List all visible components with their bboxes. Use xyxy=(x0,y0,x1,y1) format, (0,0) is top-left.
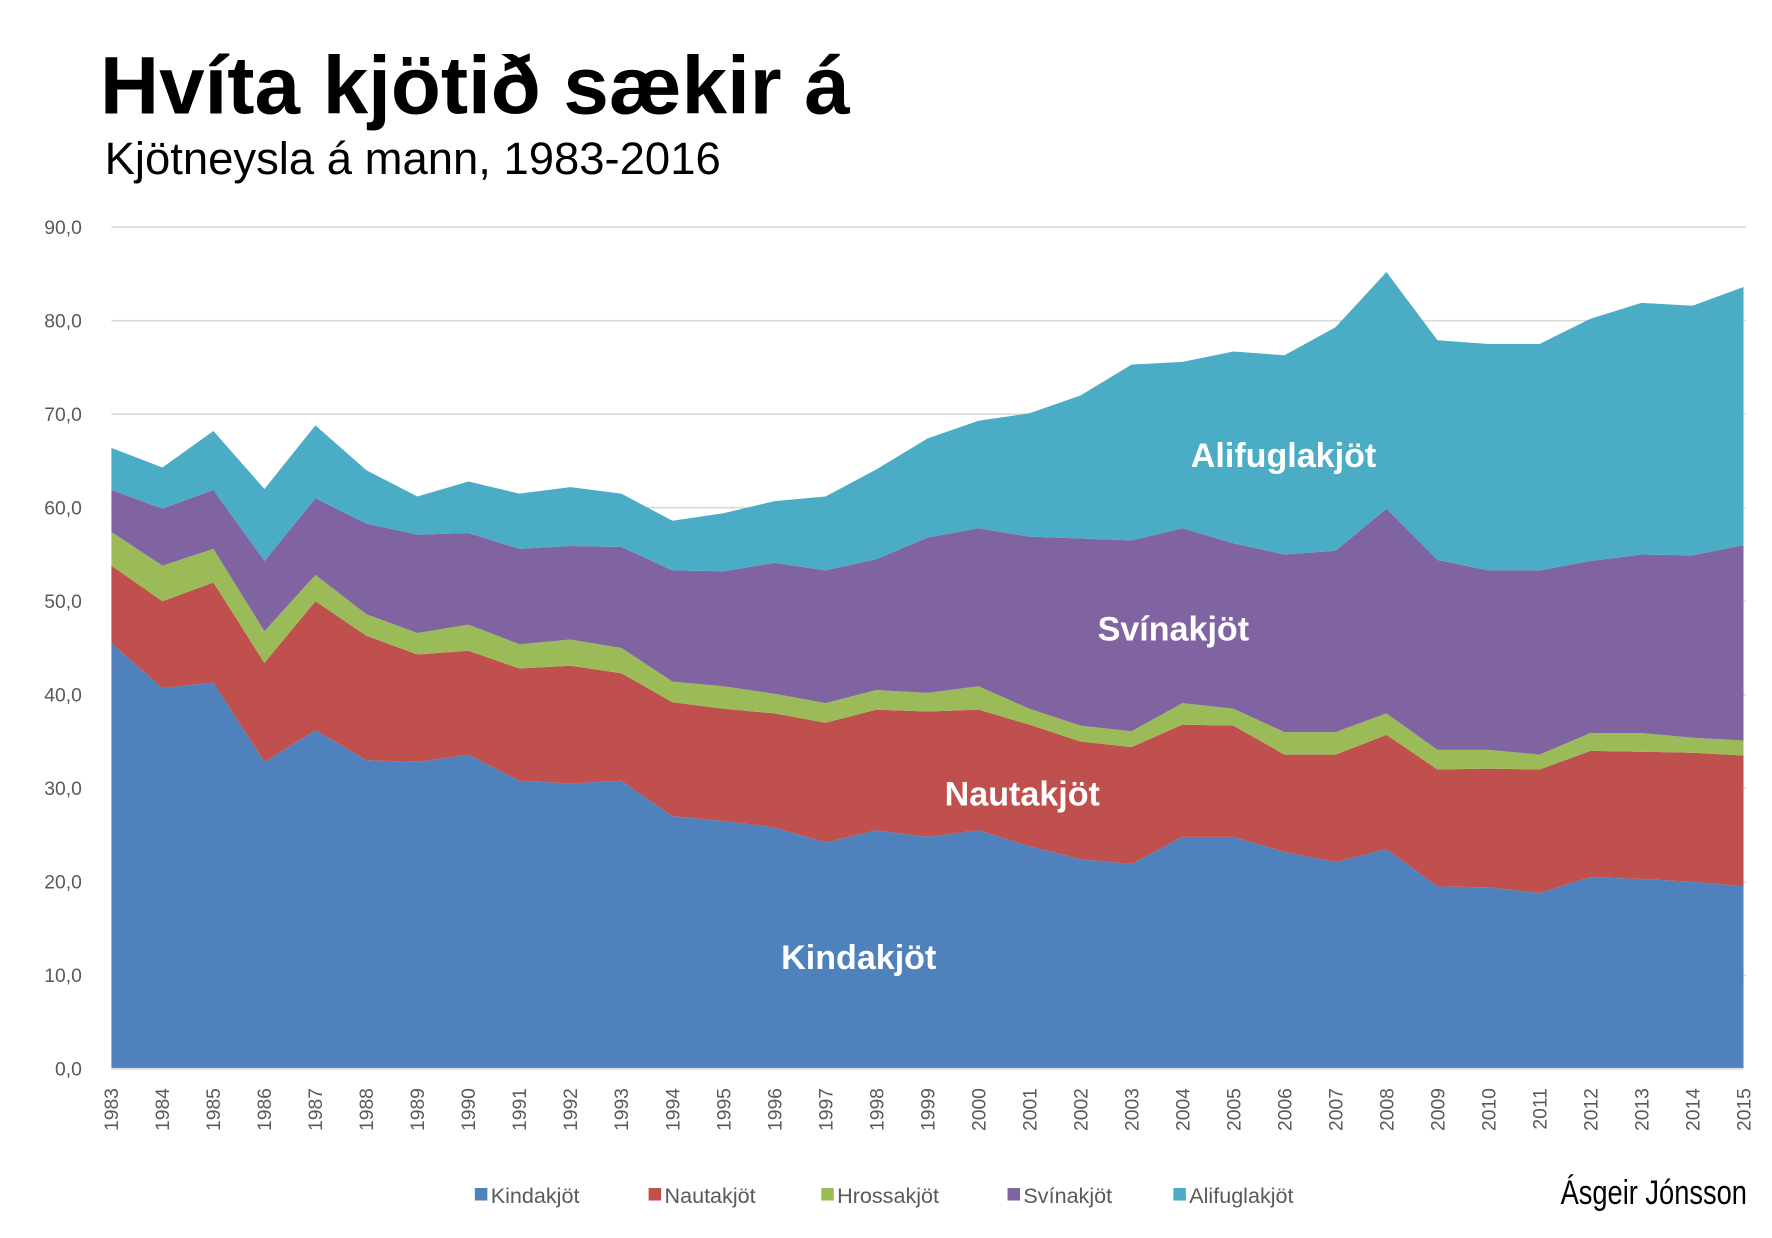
y-tick-label: 50,0 xyxy=(44,592,82,613)
legend-label: Nautakjöt xyxy=(665,1183,756,1208)
y-tick-label: 80,0 xyxy=(44,311,82,332)
label-svinakjot: Svínakjöt xyxy=(1098,611,1249,649)
label-alifuglakjot: Alifuglakjöt xyxy=(1191,437,1376,475)
legend-label: Hrossakjöt xyxy=(837,1183,939,1208)
areas xyxy=(111,272,1744,1069)
x-tick-label: 1992 xyxy=(561,1088,582,1131)
x-tick-label: 1986 xyxy=(255,1088,276,1131)
label-nautakjot: Nautakjöt xyxy=(945,775,1100,813)
x-tick-label: 1990 xyxy=(459,1088,480,1131)
legend-label: Kindakjöt xyxy=(491,1183,580,1208)
area-hrossakjot xyxy=(111,532,1744,770)
x-tick-label: 2001 xyxy=(1020,1088,1041,1131)
chart-subtitle: Kjötneysla á mann, 1983-2016 xyxy=(105,133,721,184)
legend: Kindakjöt Nautakjöt Hrossakjöt Svínakjöt Ali… xyxy=(474,1183,1294,1208)
y-axis-ticks: 0,0 10,0 20,0 30,0 40,0 50,0 60,0 70,0 80,0 90,0 xyxy=(44,218,82,1081)
legend-swatch xyxy=(648,1188,662,1201)
y-tick-label: 60,0 xyxy=(44,499,82,520)
area-alifuglakjot xyxy=(111,272,1744,572)
y-tick-label: 20,0 xyxy=(44,873,82,894)
x-tick-label: 2008 xyxy=(1377,1088,1398,1131)
x-tick-label: 2006 xyxy=(1275,1088,1296,1131)
x-axis-ticks: 1983 1984 1985 1986 1987 1988 1989 1990 1991 1992… xyxy=(102,1088,1755,1131)
x-tick-label: 1997 xyxy=(816,1088,837,1131)
x-tick-label: 1994 xyxy=(663,1088,684,1131)
x-tick-label: 1987 xyxy=(306,1088,327,1131)
legend-item: Nautakjöt xyxy=(648,1183,756,1208)
legend-swatch xyxy=(1173,1188,1186,1201)
label-kindakjot: Kindakjöt xyxy=(781,939,936,977)
legend-item: Hrossakjöt xyxy=(821,1183,939,1208)
x-tick-label: 1993 xyxy=(612,1088,633,1131)
x-tick-label: 2003 xyxy=(1122,1088,1143,1131)
y-tick-label: 70,0 xyxy=(44,405,82,426)
x-tick-label: 2011 xyxy=(1530,1088,1551,1130)
legend-item: Alifuglakjöt xyxy=(1173,1183,1294,1208)
x-tick-label: 1983 xyxy=(102,1088,123,1131)
area-kindakjot xyxy=(111,643,1744,1069)
x-tick-label: 1996 xyxy=(765,1088,786,1131)
author-credit: Ásgeir Jónsson xyxy=(1561,1173,1747,1212)
x-tick-label: 2013 xyxy=(1632,1088,1653,1131)
x-tick-label: 2004 xyxy=(1173,1088,1194,1131)
x-tick-label: 1991 xyxy=(510,1088,531,1131)
x-tick-label: 2002 xyxy=(1071,1088,1092,1131)
x-tick-label: 2010 xyxy=(1479,1088,1500,1131)
x-tick-label: 1988 xyxy=(357,1088,378,1131)
x-tick-label: 2012 xyxy=(1581,1088,1602,1131)
x-tick-label: 1995 xyxy=(714,1088,735,1131)
area-nautakjot xyxy=(111,565,1744,893)
x-tick-label: 2005 xyxy=(1224,1088,1245,1131)
legend-item: Kindakjöt xyxy=(474,1183,580,1208)
x-tick-label: 2015 xyxy=(1734,1088,1755,1131)
legend-item: Svínakjöt xyxy=(1007,1183,1112,1208)
legend-label: Svínakjöt xyxy=(1023,1183,1112,1208)
legend-label: Alifuglakjöt xyxy=(1189,1183,1293,1208)
x-tick-label: 1989 xyxy=(408,1088,429,1131)
y-tick-label: 10,0 xyxy=(44,966,82,987)
legend-swatch xyxy=(821,1188,834,1201)
x-tick-label: 2007 xyxy=(1326,1088,1347,1131)
chart-title: Hvíta kjötið sækir á xyxy=(100,41,850,132)
y-tick-label: 30,0 xyxy=(44,779,82,800)
area-svinakjot xyxy=(111,489,1744,755)
y-tick-label: 0,0 xyxy=(55,1060,82,1081)
legend-swatch xyxy=(1007,1188,1021,1201)
x-tick-label: 1999 xyxy=(918,1088,939,1131)
legend-swatch xyxy=(474,1188,488,1201)
x-tick-label: 2000 xyxy=(969,1088,990,1131)
y-tick-label: 90,0 xyxy=(44,218,82,239)
x-tick-label: 1984 xyxy=(153,1088,174,1131)
x-tick-label: 2009 xyxy=(1428,1088,1449,1131)
x-tick-label: 1985 xyxy=(204,1088,225,1131)
x-tick-label: 1998 xyxy=(867,1088,888,1131)
x-tick-label: 2014 xyxy=(1683,1088,1704,1131)
y-tick-label: 40,0 xyxy=(44,686,82,707)
